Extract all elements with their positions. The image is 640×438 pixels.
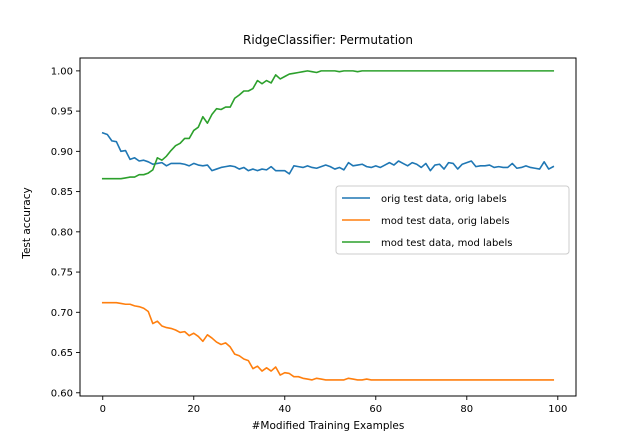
x-tick-label: 40 <box>278 404 291 415</box>
series-line-1 <box>101 301 555 381</box>
y-tick-label: 0.85 <box>51 187 73 198</box>
y-tick-label: 0.80 <box>51 227 73 238</box>
series-layer <box>101 70 555 381</box>
x-axis-ticks: 0 20 40 60 80 100 <box>100 396 567 415</box>
legend-label-mod-orig: mod test data, orig labels <box>381 216 510 227</box>
chart-title: RidgeClassifier: Permutation <box>243 33 413 47</box>
legend-label-mod-mod: mod test data, mod labels <box>381 238 512 249</box>
axes-frame <box>79 57 577 397</box>
y-tick-label: 0.90 <box>51 147 73 158</box>
x-tick-label: 80 <box>460 404 473 415</box>
y-tick-label: 0.60 <box>51 388 73 399</box>
series-line-0 <box>101 131 555 175</box>
y-axis-label: Test accuracy <box>21 187 33 259</box>
legend: orig test data, orig labels mod test dat… <box>335 185 570 255</box>
legend-label-orig-orig: orig test data, orig labels <box>381 194 507 205</box>
y-tick-label: 0.75 <box>51 268 73 279</box>
x-axis-label: #Modified Training Examples <box>252 420 405 432</box>
y-tick-label: 0.95 <box>51 107 73 118</box>
series-line-2 <box>101 70 555 180</box>
x-tick-label: 0 <box>100 404 106 415</box>
x-tick-label: 20 <box>187 404 200 415</box>
y-tick-label: 0.65 <box>51 348 73 359</box>
y-tick-label: 0.70 <box>51 308 73 319</box>
y-axis-ticks: 0.60 0.65 0.70 0.75 0.80 0.85 0.90 0.95 1.00 <box>51 66 80 399</box>
plot-area: 0 20 40 60 80 100 0.60 0.65 0.70 0.75 0.80 0.85 0.9… <box>51 57 577 415</box>
x-tick-label: 60 <box>369 404 382 415</box>
x-tick-label: 100 <box>548 404 567 415</box>
y-tick-label: 1.00 <box>51 66 73 77</box>
legend-box <box>335 185 570 255</box>
